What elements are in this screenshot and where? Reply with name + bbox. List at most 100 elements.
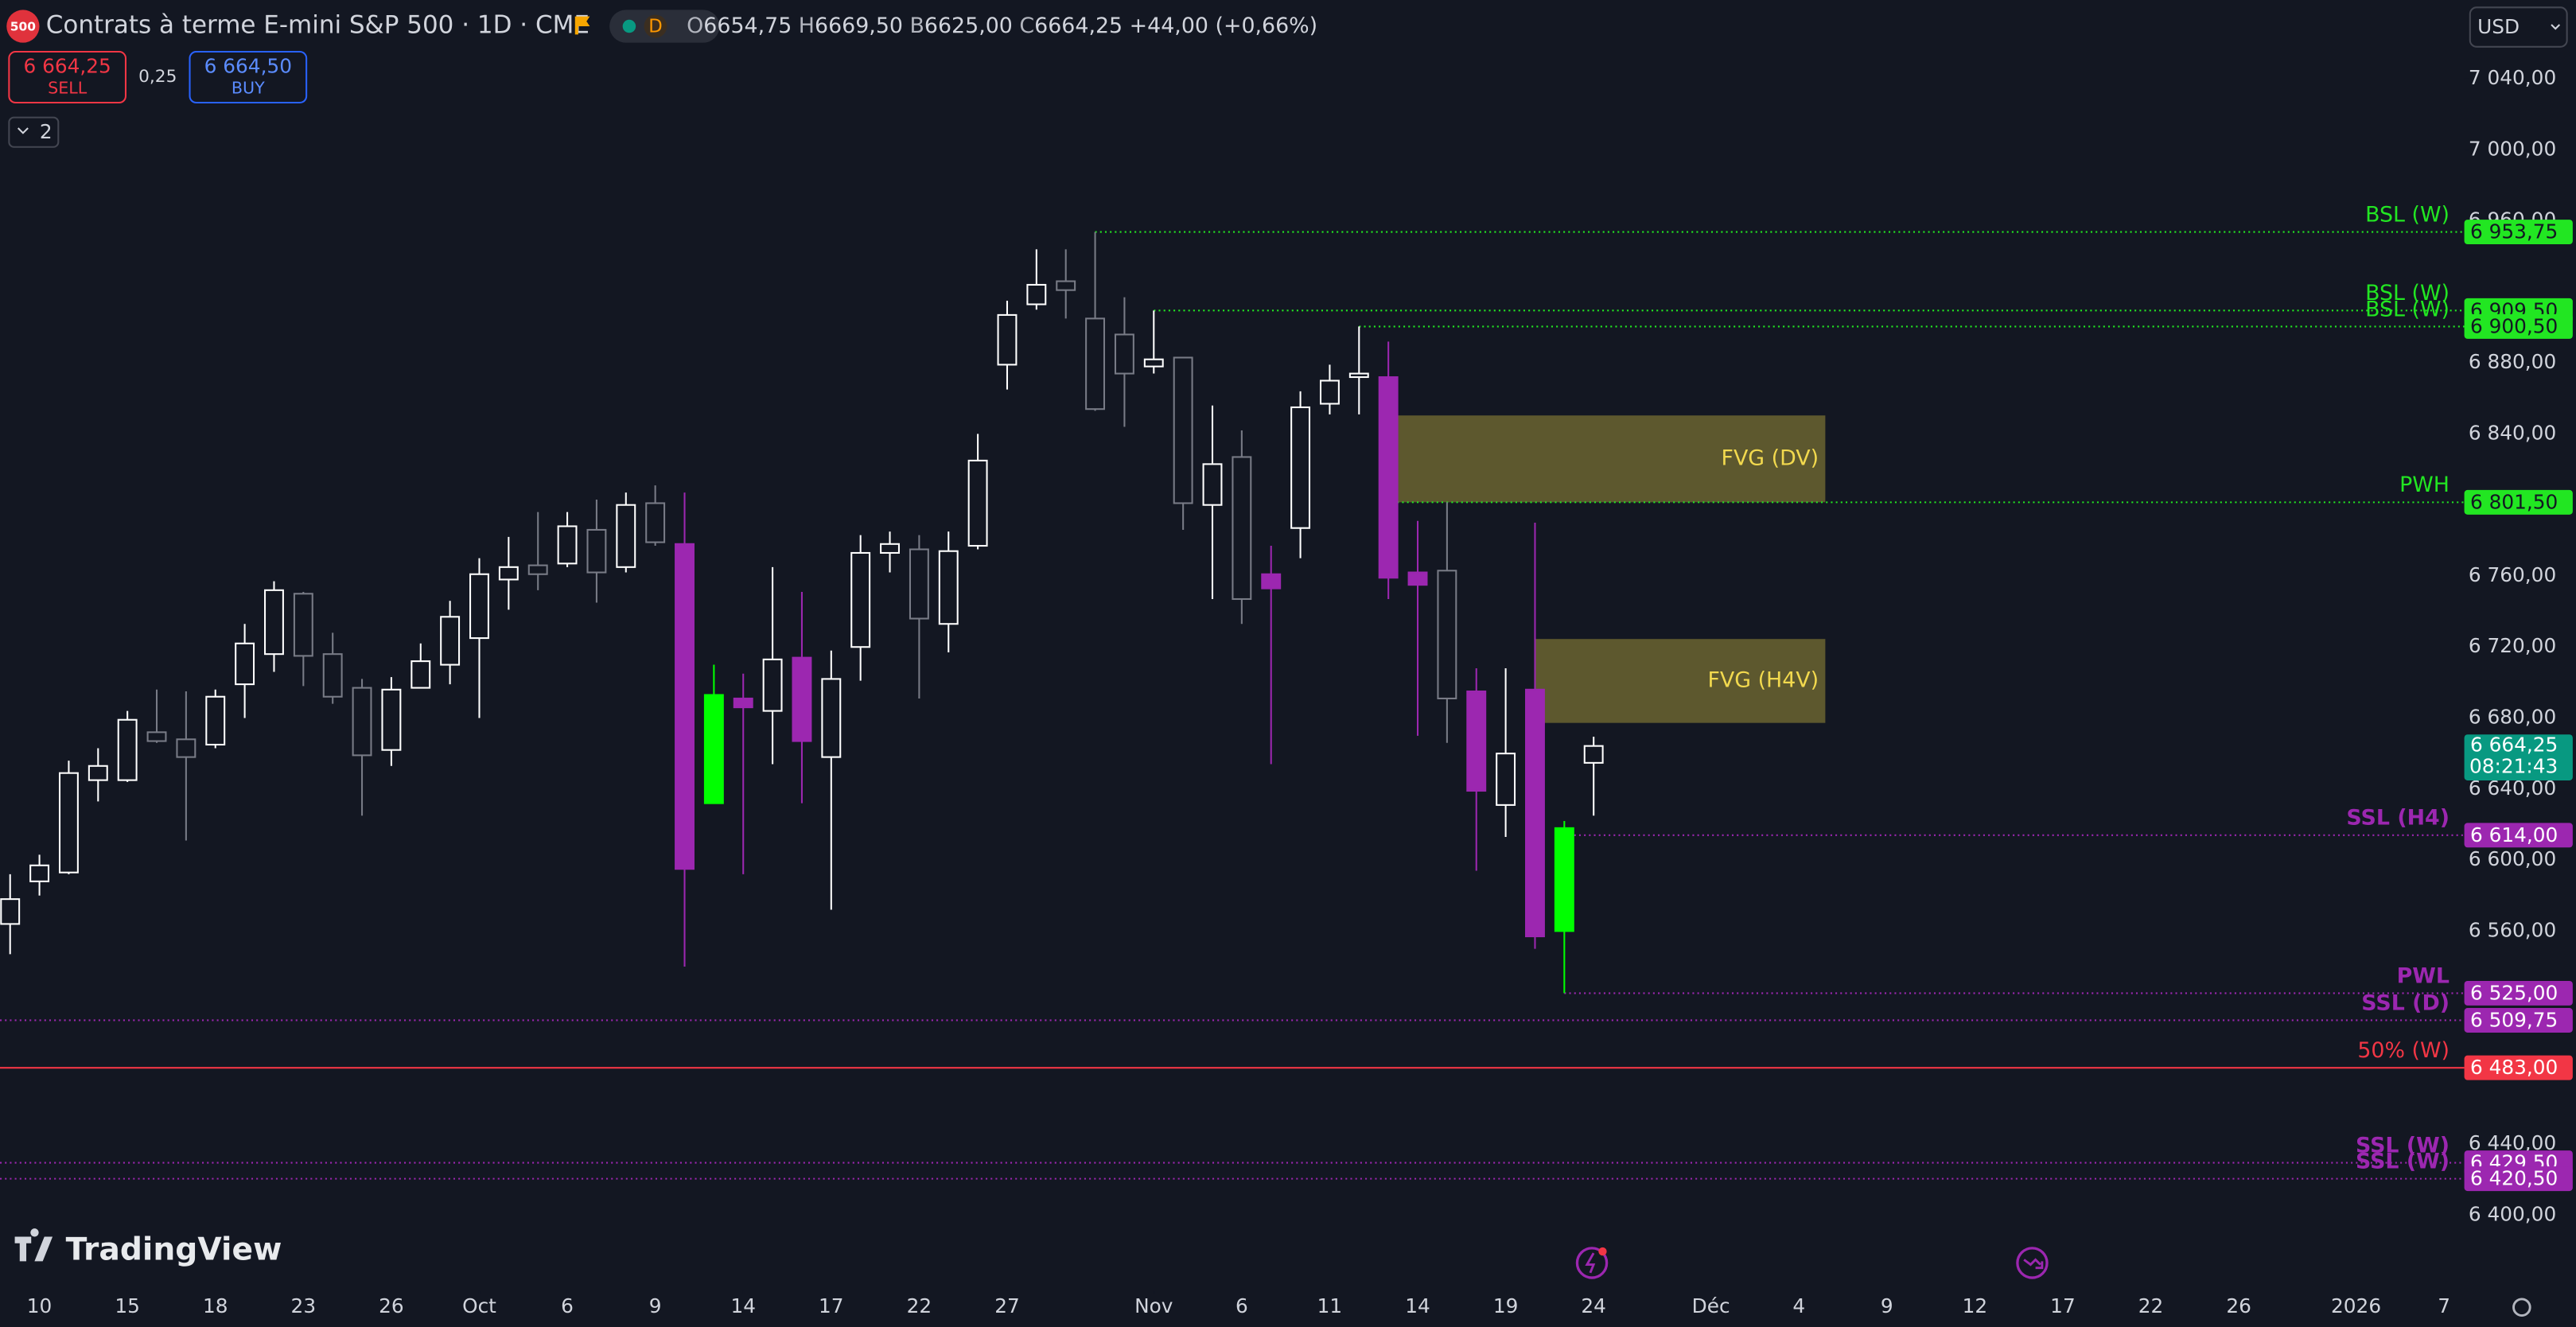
candle-body [381, 688, 402, 751]
x-tick-label: 10 [27, 1294, 53, 1317]
x-tick-label: 6 [1235, 1294, 1248, 1317]
fvg-label: FVG (DV) [1722, 446, 1819, 470]
candle-body [527, 564, 548, 575]
fvg-zone [1397, 415, 1826, 503]
x-tick-label: 12 [1963, 1294, 1988, 1317]
price-tag [2464, 1007, 2573, 1033]
level-label: PWL [2397, 963, 2450, 988]
candle-body [703, 694, 724, 804]
x-tick-label: 24 [1581, 1294, 1606, 1317]
candle-body [1173, 356, 1193, 504]
candle-body [176, 738, 197, 758]
candle-body [1407, 571, 1428, 586]
candle-body [235, 642, 255, 686]
interval-badge-bg [644, 14, 667, 38]
x-tick-label: 7 [2438, 1294, 2450, 1317]
indicators-count: 2 [40, 120, 53, 143]
ohlc-prefix: H [799, 14, 815, 38]
indicators-toggle[interactable] [8, 116, 60, 148]
candle-body [88, 765, 108, 781]
last-price-label: 6 664,25 [2470, 734, 2558, 757]
flag-icon[interactable] [574, 16, 590, 35]
header: 500 Contrats à terme E-mini S&P 500 · 1D… [6, 6, 2568, 1317]
x-tick-label: 2026 [2331, 1294, 2381, 1317]
candle-body [1232, 456, 1252, 601]
x-tick-label: Déc [1692, 1294, 1730, 1317]
candle-body [411, 660, 431, 689]
event-icon[interactable] [2016, 1247, 2049, 1279]
candle-body [498, 566, 519, 581]
candle-body [1290, 406, 1311, 529]
plot-area: 7 040,007 000,006 960,006 880,006 840,00… [0, 66, 2573, 1317]
fvg-zone [1535, 639, 1826, 723]
fvg-label: FVG (H4V) [1707, 667, 1819, 692]
y-tick-label: 7 040,00 [2469, 66, 2556, 89]
candle-body [1143, 358, 1164, 368]
x-tick-label: 17 [819, 1294, 844, 1317]
candle-body [733, 697, 753, 709]
candle-body [1378, 376, 1399, 579]
level-label: 50% (W) [2357, 1038, 2450, 1063]
symbol-badge: 500 [10, 20, 37, 34]
x-tick-label: 6 [561, 1294, 574, 1317]
candle-body [1261, 573, 1282, 590]
candle-body [58, 772, 79, 874]
market-status-dot [622, 19, 636, 33]
candle-body [352, 687, 372, 757]
dropdown-icon [2551, 24, 2561, 30]
buy-button[interactable] [189, 50, 308, 104]
chevron-icon [17, 127, 29, 134]
x-tick-label: 19 [1493, 1294, 1519, 1317]
candle-body [850, 551, 871, 648]
candle-body [1056, 280, 1076, 291]
interval-badge: D [648, 17, 662, 37]
ohlc-prefix: B [910, 14, 924, 38]
buy-price: 6 664,50 [204, 55, 292, 78]
level-label: BSL (W) [2365, 297, 2450, 321]
currency-select[interactable] [2469, 6, 2568, 48]
level-label: BSL (W) [2365, 202, 2450, 227]
sell-button[interactable] [8, 50, 127, 104]
ohlc-value: 6664,25 [1034, 14, 1123, 38]
price-tag-label: 6 525,00 [2470, 981, 2558, 1004]
level-label: SSL (D) [2361, 990, 2450, 1015]
symbol-logo[interactable] [6, 10, 40, 43]
level-label: SSL (W) [2356, 1150, 2450, 1174]
price-tag [2464, 1166, 2573, 1192]
settings-icon[interactable] [2512, 1298, 2531, 1317]
countdown: 08:21:43 [2469, 755, 2558, 778]
sell-price: 6 664,25 [24, 55, 111, 78]
ohlc: O6654,75 H6669,50 B6625,00 C6664,25 +44,… [687, 14, 1317, 38]
candle-body [146, 731, 167, 742]
y-tick-label: 6 760,00 [2469, 563, 2556, 586]
x-tick-label: 23 [291, 1294, 317, 1317]
ohlc-value: 6625,00 [924, 14, 1013, 38]
last-price-tag [2464, 734, 2573, 781]
brand-logo [14, 1228, 53, 1262]
candle-body [616, 504, 636, 568]
level-label: SSL (H4) [2346, 806, 2450, 831]
candle-body [117, 718, 138, 781]
candle-body [645, 502, 666, 543]
candle-body [1319, 379, 1340, 405]
x-tick-label: 4 [1792, 1294, 1805, 1317]
candle-body [205, 695, 226, 746]
candle-body [821, 678, 842, 758]
event-icon[interactable] [1575, 1247, 1609, 1279]
candle-body [0, 898, 21, 925]
ohlc-value: 6669,50 [815, 14, 903, 38]
candle-body [1202, 463, 1223, 506]
x-tick-label: Oct [462, 1294, 496, 1317]
level-label: BSL (W) [2365, 281, 2450, 305]
symbol-title[interactable]: Contrats à terme E-mini S&P 500 · 1D · C… [46, 11, 590, 40]
ohlc-prefix: O [687, 14, 703, 38]
candle-body [1026, 283, 1047, 305]
sell-label: SELL [48, 78, 88, 97]
price-tag-label: 6 614,00 [2470, 823, 2558, 846]
y-tick-label: 6 560,00 [2469, 918, 2556, 941]
y-tick-label: 7 000,00 [2469, 137, 2556, 160]
candle-body [440, 616, 461, 666]
lightning-icon [1585, 1252, 1596, 1274]
